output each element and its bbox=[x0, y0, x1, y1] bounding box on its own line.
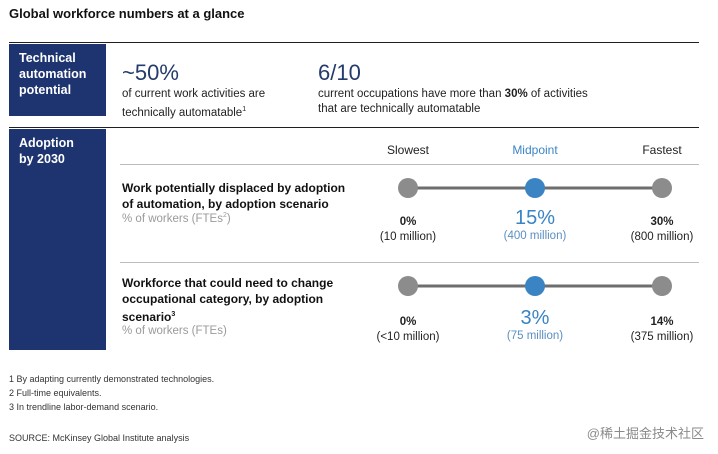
stat-desc-line: technically automatable1 bbox=[122, 102, 302, 121]
footnote-marker: 2 bbox=[222, 212, 227, 219]
scenario-dot-fastest bbox=[652, 276, 672, 296]
footnote-marker: 1 bbox=[242, 106, 247, 113]
stat-desc-activities: of current work activities are technical… bbox=[122, 87, 302, 121]
section-label-automation-potential: Technical automation potential bbox=[9, 44, 106, 116]
top-rule bbox=[9, 42, 699, 43]
section-label-text: Technical automation potential bbox=[19, 51, 87, 97]
page-title: Global workforce numbers at a glance bbox=[9, 6, 245, 21]
stat-desc-text: of activities bbox=[527, 88, 588, 100]
column-header-midpoint: Midpoint bbox=[512, 143, 558, 157]
scenario-dot-slowest bbox=[398, 178, 418, 198]
source-note: SOURCE: McKinsey Global Institute analys… bbox=[9, 433, 190, 443]
row-title-text: scenario bbox=[122, 310, 172, 324]
value-midpoint-row1: 15% (400 million) bbox=[480, 207, 590, 244]
stat-value-occupations: 6/10 bbox=[318, 60, 361, 85]
column-header-slowest: Slowest bbox=[386, 143, 430, 157]
scenario-dot-slowest bbox=[398, 276, 418, 296]
value-slowest-row2: 0% (<10 million) bbox=[353, 315, 463, 345]
scenario-dot-fastest bbox=[652, 178, 672, 198]
value-slowest-row1: 0% (10 million) bbox=[353, 215, 463, 245]
value-pct: 14% bbox=[650, 316, 674, 328]
row-title-line: occupational category, by adoption bbox=[122, 292, 324, 306]
value-count: (375 million) bbox=[630, 331, 694, 343]
stat-desc-bold: 30% bbox=[504, 88, 528, 100]
value-pct: 0% bbox=[399, 216, 417, 228]
section-rule bbox=[9, 127, 699, 128]
row-label-change-category: Workforce that could need to change occu… bbox=[122, 275, 372, 337]
stat-desc-occupations: current occupations have more than 30% o… bbox=[318, 87, 648, 117]
row-title-line: Workforce that could need to change bbox=[122, 276, 334, 290]
value-count: (800 million) bbox=[630, 231, 694, 243]
scenario-dots-layer bbox=[398, 178, 672, 296]
row-subtitle: % of workers (FTEs2) bbox=[122, 212, 372, 225]
column-header-fastest: Fastest bbox=[642, 143, 682, 157]
row-divider bbox=[120, 262, 699, 263]
scenario-dot-midpoint bbox=[525, 178, 545, 198]
value-fastest-row2: 14% (375 million) bbox=[607, 315, 717, 345]
row-title-line: Work potentially displaced by adoption bbox=[122, 181, 346, 195]
value-count: (75 million) bbox=[506, 330, 564, 342]
stat-desc-text: technically automatable bbox=[122, 106, 243, 119]
value-fastest-row1: 30% (800 million) bbox=[607, 215, 717, 245]
row-subtitle: % of workers (FTEs) bbox=[122, 325, 227, 337]
value-count: (400 million) bbox=[503, 230, 567, 242]
value-pct: 0% bbox=[399, 316, 417, 328]
footnote-marker: 3 bbox=[171, 311, 176, 318]
row-label-displaced: Work potentially displaced by adoption o… bbox=[122, 180, 372, 225]
value-pct: 3% bbox=[520, 307, 550, 329]
row-title-line: scenario3 bbox=[122, 307, 372, 325]
row-subtitle-text: % of workers (FTEs bbox=[122, 212, 223, 225]
stat-desc-line: that are technically automatable bbox=[318, 103, 481, 115]
footnote-1: 1 By adapting currently demonstrated tec… bbox=[9, 374, 215, 384]
value-count: (<10 million) bbox=[376, 331, 440, 343]
row-subtitle-text: ) bbox=[226, 212, 231, 225]
scenario-dot-midpoint bbox=[525, 276, 545, 296]
footnote-2: 2 Full-time equivalents. bbox=[9, 388, 102, 398]
value-count: (10 million) bbox=[379, 231, 437, 243]
stat-desc-line: current occupations have more than 30% o… bbox=[318, 87, 648, 102]
value-pct: 15% bbox=[514, 207, 556, 229]
value-pct: 30% bbox=[650, 216, 674, 228]
stat-value-activities: ~50% bbox=[122, 60, 179, 85]
section-label-adoption: Adoption by 2030 bbox=[9, 129, 106, 350]
footnote-3: 3 In trendline labor-demand scenario. bbox=[9, 402, 159, 412]
watermark: @稀土掘金技术社区 bbox=[586, 426, 704, 441]
stat-desc-line: of current work activities are bbox=[122, 88, 266, 100]
section-label-text: Adoption by 2030 bbox=[19, 136, 74, 166]
stat-desc-text: current occupations have more than bbox=[318, 88, 505, 100]
header-divider bbox=[120, 164, 699, 165]
value-midpoint-row2: 3% (75 million) bbox=[480, 307, 590, 344]
row-title-line: of automation, by adoption scenario bbox=[122, 197, 329, 211]
